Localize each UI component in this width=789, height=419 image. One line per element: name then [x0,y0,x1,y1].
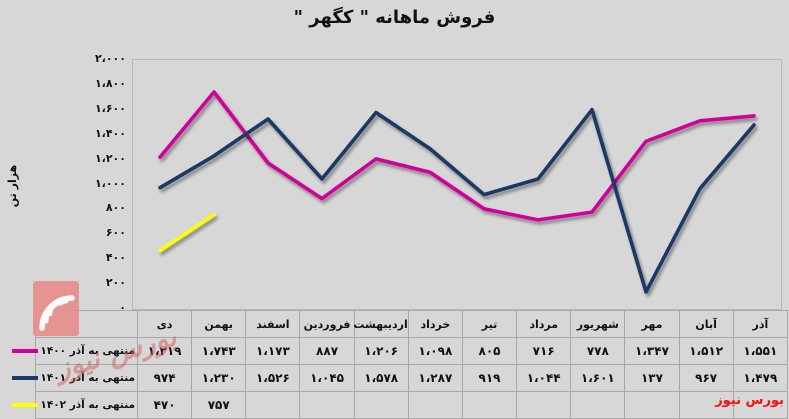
legend-line-swatch [12,349,39,353]
value-cell: ۱،۲۸۷ [407,364,463,392]
value-cell: ۹۱۹ [461,364,518,392]
value-cell [353,391,409,419]
y-tick-label: ۲،۰۰۰ [94,52,126,65]
legend-line-swatch [12,376,39,380]
month-header: فروردین [299,310,355,338]
y-tick-label: ۲۰۰ [105,276,126,290]
legend-label: منتهی به آذر ۱۴۰۲ [40,399,135,411]
value-cell: ۱،۵۷۸ [353,364,409,392]
y-tick-label: ۱،۰۰۰ [94,176,126,190]
value-cell: ۱،۷۴۳ [191,337,247,365]
value-cell [245,391,301,419]
y-axis-ticks: ۲،۰۰۰ ۱،۸۰۰ ۱،۶۰۰ ۱،۴۰۰ ۱،۲۰۰ ۱،۰۰۰ ۸۰۰ ۶۰۰ ۴۰۰ ۲… [60,0,126,330]
value-cell: ۱،۲۰۶ [353,337,409,365]
line-chart [158,90,756,294]
value-cell: ۱،۲۳۰ [191,364,247,392]
legend-cell: منتهی به آذر ۱۴۰۱ [12,364,138,392]
legend-line-swatch [12,403,39,407]
value-cell: ۱،۰۴۴ [516,364,572,392]
month-header: بهمن [191,310,247,338]
legend-label: منتهی به آذر ۱۴۰۰ [40,345,135,357]
value-cell: ۹۶۷ [678,364,734,392]
month-header: مرداد [516,310,572,338]
series-line-1 [158,90,756,222]
y-tick-label: ۱،۴۰۰ [94,126,126,140]
bourse-news-logo [33,281,79,336]
value-cell: ۴۷۰ [136,391,193,419]
y-axis-title: هزار تن [6,164,19,208]
value-cell: ۱،۳۴۷ [624,337,680,365]
y-tick-label: ۱،۶۰۰ [94,101,126,115]
y-tick-label: ۱،۲۰۰ [94,151,126,165]
legend-cell: منتهی به آذر ۱۴۰۲ [12,391,138,419]
month-header: آبان [678,310,734,338]
value-cell [732,391,789,419]
table-header-row: دی بهمن اسفند فروردین اردیبهشت خرداد تیر مرداد ش… [35,310,789,338]
value-cell: ۱،۰۹۸ [407,337,463,365]
value-cell [624,391,680,419]
legend-label: منتهی به آذر ۱۴۰۱ [40,372,135,384]
value-cell: ۷۷۸ [570,337,626,365]
month-header: دی [136,310,193,338]
value-cell [570,391,626,419]
month-header: اسفند [245,310,301,338]
y-tick-label: ۱،۸۰۰ [94,76,126,90]
value-cell: ۹۷۴ [136,364,193,392]
table-row: منتهی به آذر ۱۴۰۰ ۱،۲۱۹ ۱،۷۴۳ ۱،۱۷۳ ۸۸۷ ۱،۲۰۶… [12,337,789,365]
month-header: خرداد [407,310,463,338]
table-row: منتهی به آذر ۱۴۰۱ ۹۷۴ ۱،۲۳۰ ۱،۵۲۶ ۱،۰۴۵ ۱،۵۷۸… [12,364,789,392]
value-cell: ۸۰۵ [461,337,518,365]
value-cell: ۱،۴۷۹ [732,364,789,392]
value-cell [299,391,355,419]
data-table: دی بهمن اسفند فروردین اردیبهشت خرداد تیر مرداد ش… [12,310,789,419]
value-cell [461,391,518,419]
y-tick-label: ۸۰۰ [105,201,126,215]
plot-area [132,59,782,310]
y-tick-label: ۰ [119,301,126,314]
chart-title: فروش ماهانه " کگهر " [293,7,496,28]
value-cell: ۱،۲۱۹ [136,337,193,365]
value-cell: ۱۳۷ [624,364,680,392]
value-cell: ۱،۵۱۲ [678,337,734,365]
bourse-news-credit: بورس نیوز [715,393,784,408]
value-cell: ۸۸۷ [299,337,355,365]
series-line-2 [158,107,756,294]
month-header: آذر [732,310,789,338]
month-header: شهریور [570,310,626,338]
month-header: تیر [461,310,518,338]
value-cell: ۱،۶۰۱ [570,364,626,392]
value-cell: ۷۵۷ [191,391,247,419]
series-line-3 [158,213,216,253]
value-cell: ۱،۵۲۶ [245,364,301,392]
month-header: اردیبهشت [353,310,409,338]
value-cell [516,391,572,419]
month-header: مهر [624,310,680,338]
y-tick-label: ۴۰۰ [105,251,126,265]
value-cell: ۱،۱۷۳ [245,337,301,365]
value-cell: ۱،۰۴۵ [299,364,355,392]
y-tick-label: ۶۰۰ [105,226,126,240]
value-cell [407,391,463,419]
table-row: منتهی به آذر ۱۴۰۲ ۴۷۰ ۷۵۷ [12,391,789,419]
value-cell: ۱،۵۵۱ [732,337,789,365]
legend-cell: منتهی به آذر ۱۴۰۰ [12,337,138,365]
value-cell: ۷۱۶ [516,337,572,365]
